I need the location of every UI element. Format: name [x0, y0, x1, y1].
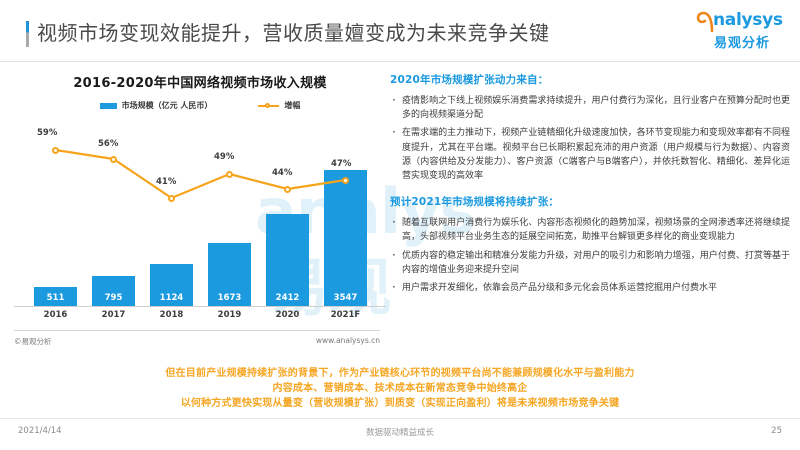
footer-divider [0, 418, 800, 419]
callout-line-3: 以何种方式更快实现从量变（营收规模扩张）到质变（实现正向盈利）将是未来视频市场竞… [180, 398, 620, 409]
chart-url: www.analysys.cn [315, 336, 380, 345]
point-2018 [168, 194, 175, 202]
panel-heading-2: 预计2021年市场规模将持续扩张： [390, 196, 560, 209]
chart-legend: 市场规模（亿元 人民币） 增幅 [14, 100, 386, 111]
panel-bullet-2-2: 优质内容的稳定输出和精准分发能力升级，对用户的吸引力和影响力增强，用户付费、打赏… [390, 248, 790, 277]
panel-bullet-1-2: 在需求端的主力推动下，视频产业链精细化升级速度加快，各环节变现能力和变现效率都有… [390, 125, 790, 183]
point-2021f [342, 176, 349, 184]
bar-value-2016: 511 [46, 293, 65, 303]
market-size-chart: 2016-2020年中国网络视频市场收入规模 市场规模（亿元 人民币） 增幅 5… [14, 70, 386, 346]
x-label-2016: 2016 [43, 310, 68, 320]
point-label-2018: 41% [156, 177, 177, 187]
x-label-2019: 2019 [217, 310, 242, 320]
chart-x-axis [14, 306, 386, 307]
bar-2020: 2412 [266, 214, 309, 307]
page-title: 视频市场变现效能提升，营收质量嬗变成为未来竞争关键 [37, 21, 550, 45]
legend-line-marker [265, 102, 271, 108]
bar-2017: 795 [92, 276, 135, 307]
bar-2019: 1673 [208, 243, 251, 307]
x-label-2018: 2018 [159, 310, 184, 320]
chart-source: ©易观分析 [14, 337, 52, 346]
chart-source-divider [14, 330, 380, 331]
panel-bullet-2-3: 用户需求开发细化，依靠会员产品分级和多元化会员体系运营挖掘用户付费水平 [390, 280, 790, 295]
bar-value-2020: 2412 [275, 293, 300, 303]
legend-label-line: 增幅 [284, 101, 301, 110]
chart-title: 2016-2020年中国网络视频市场收入规模 [73, 76, 327, 91]
callout-line-2: 内容成本、营销成本、技术成本在新常态竞争中始终高企 [272, 383, 528, 394]
slide-footer: 2021/4/14 数据驱动精益成长 25 [0, 424, 800, 444]
bar-value-2018: 1124 [159, 293, 184, 303]
legend-swatch-bar [99, 102, 117, 109]
panel-bullet-1-1: 疫情影响之下线上视频娱乐消费需求持续提升，用户付费行为深化，且行业客户在预算分配… [390, 93, 790, 122]
bar-value-2019: 1673 [217, 293, 242, 303]
chart-x-labels: 2016 2017 2018 2019 2020 2021F [14, 307, 386, 323]
logo-swoosh-icon [696, 11, 714, 32]
slide-header: 视频市场变现效能提升，营收质量嬗变成为未来竞争关键 nalysys 易观分析 [0, 0, 800, 62]
bar-2016: 511 [34, 287, 77, 307]
point-2020 [284, 185, 291, 193]
x-label-2021f: 2021F [330, 310, 361, 320]
chart-source-row: ©易观分析 www.analysys.cn [14, 336, 380, 347]
footer-tagline: 数据驱动精益成长 [365, 428, 434, 438]
point-2019 [226, 170, 233, 178]
footer-page-number: 25 [771, 426, 782, 436]
bar-2018: 1124 [150, 264, 193, 307]
callout-line-1: 但在目前产业规模持续扩张的背景下，作为产业链核心环节的视频平台尚不能兼顾规模化水… [165, 368, 635, 379]
legend-item-line: 增幅 [258, 100, 300, 111]
key-takeaway-callout: 但在目前产业规模持续扩张的背景下，作为产业链核心环节的视频平台尚不能兼顾规模化水… [0, 366, 800, 411]
analysys-logo: nalysys 易观分析 [692, 9, 792, 53]
point-label-2020: 44% [272, 168, 293, 178]
logo-wordmark: nalysys [713, 10, 783, 30]
point-label-2021f: 47% [331, 159, 352, 169]
bar-value-2021f: 3547 [333, 293, 358, 303]
legend-label-bar: 市场规模（亿元 人民币） [121, 101, 213, 110]
point-2016 [52, 146, 59, 154]
x-label-2020: 2020 [275, 310, 300, 320]
growth-line [54, 148, 347, 200]
panel-bullet-2-1: 随着互联网用户消费行为娱乐化、内容形态视频化的趋势加深，视频场景的全网渗透率还将… [390, 215, 790, 244]
point-label-2016: 59% [37, 128, 58, 138]
chart-plot-area: 511 795 1124 1673 2412 3547 59% 56% [14, 115, 386, 307]
bar-2021f: 3547 [324, 170, 367, 307]
point-label-2017: 56% [98, 139, 119, 149]
logo-chinese-name: 易观分析 [713, 36, 770, 51]
x-label-2017: 2017 [101, 310, 126, 320]
bar-value-2017: 795 [104, 293, 123, 303]
point-2017 [110, 155, 117, 163]
legend-swatch-line [258, 102, 280, 110]
header-divider [0, 61, 800, 62]
point-label-2019: 49% [214, 152, 235, 162]
footer-date: 2021/4/14 [18, 426, 62, 436]
header-accent-bar [26, 21, 29, 47]
legend-item-bar: 市场规模（亿元 人民币） [99, 100, 213, 111]
panel-heading-1: 2020年市场规模扩张动力来自： [390, 74, 549, 86]
analysis-panel: 2020年市场规模扩张动力来自： 疫情影响之下线上视频娱乐消费需求持续提升，用户… [390, 72, 790, 299]
